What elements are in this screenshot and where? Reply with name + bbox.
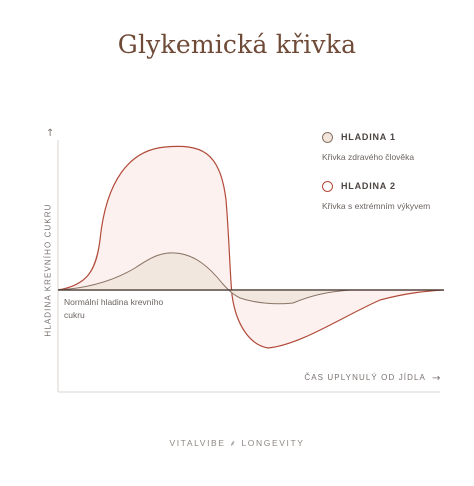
legend-swatch-level-1 [322,132,333,143]
footer-brand: VITALVIBE ⸙ LONGEVITY [169,438,305,448]
legend-desc-level-2: Křivka s extrémním výkyvem [322,201,431,211]
y-axis-label: HLADINA KREVNÍHO CUKRU [43,203,53,337]
x-axis-label: ČAS UPLYNULÝ OD JÍDLA [304,373,426,382]
x-arrow-icon: → [432,373,440,384]
y-arrow-icon: ↑ [46,128,54,139]
page-title: Glykemická křivka [117,30,357,59]
legend-title-level-2: HLADINA 2 [341,181,396,191]
legend-title-level-1: HLADINA 1 [341,132,396,142]
baseline-label: Normální hladina krevního cukru [64,297,164,320]
legend-desc-level-1: Křivka zdravého člověka [322,152,415,162]
legend-swatch-level-2 [322,181,333,192]
extreme-curve [57,145,445,349]
healthy-curve [57,252,351,305]
